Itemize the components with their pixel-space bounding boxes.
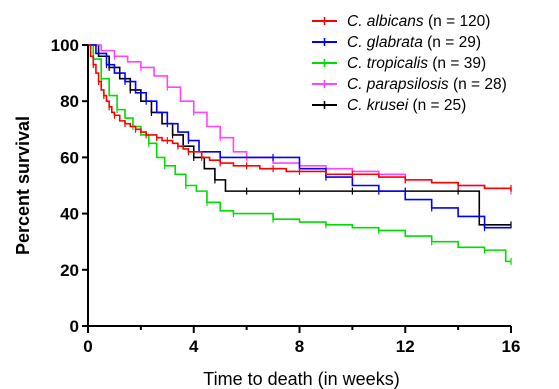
- legend-label: C. parapsilosis (n = 28): [347, 76, 507, 93]
- x-tick-label: 16: [502, 337, 521, 356]
- legend-label: C. tropicalis (n = 39): [347, 55, 486, 72]
- legend-n-count: (n = 120): [424, 13, 491, 30]
- y-tick-label: 100: [51, 36, 79, 55]
- legend-series-name: C. albicans: [347, 13, 424, 30]
- legend-n-count: (n = 25): [408, 97, 466, 114]
- legend-item-c-tropicalis: C. tropicalis (n = 39): [312, 55, 486, 72]
- legend-label: C. glabrata (n = 29): [347, 34, 481, 51]
- axes: 0 20 40 60 80 100 0 4 8 12 16: [51, 36, 521, 356]
- y-tick-label: 60: [60, 148, 79, 167]
- x-tick-label: 4: [189, 337, 199, 356]
- legend-label: C. albicans (n = 120): [347, 13, 490, 30]
- series-line-c-tropicalis: [88, 44, 511, 263]
- legend-series-name: C. glabrata: [347, 34, 423, 51]
- plot-area: [88, 44, 512, 265]
- legend-n-count: (n = 28): [449, 76, 507, 93]
- legend-n-count: (n = 29): [423, 34, 481, 51]
- legend-series-name: C. krusei: [347, 97, 409, 114]
- series-line-c-krusei: [88, 44, 511, 226]
- x-tick-label: 8: [295, 337, 304, 356]
- legend-item-c-parapsilosis: C. parapsilosis (n = 28): [312, 76, 507, 93]
- y-tick-label: 0: [70, 317, 79, 336]
- legend-item-c-krusei: C. krusei (n = 25): [312, 97, 466, 114]
- x-tick-label: 12: [396, 337, 415, 356]
- y-tick-label: 80: [60, 92, 79, 111]
- y-tick-label: 20: [60, 261, 79, 280]
- legend-item-c-albicans: C. albicans (n = 120): [312, 13, 490, 30]
- legend-n-count: (n = 39): [428, 55, 486, 72]
- legend-item-c-glabrata: C. glabrata (n = 29): [312, 34, 481, 51]
- censor-marks-c-albicans: [92, 61, 512, 192]
- x-tick-label: 0: [83, 337, 92, 356]
- legend-label: C. krusei (n = 25): [347, 97, 466, 114]
- x-axis-title: Time to death (in weeks): [203, 369, 399, 389]
- legend-series-name: C. parapsilosis: [347, 76, 449, 93]
- series-line-c-glabrata: [88, 44, 511, 229]
- legend-series-name: C. tropicalis: [347, 55, 428, 72]
- legend: C. albicans (n = 120)C. glabrata (n = 29…: [312, 13, 507, 114]
- y-tick-label: 40: [60, 205, 79, 224]
- censor-marks-c-tropicalis: [100, 75, 512, 265]
- y-axis-title: Percent survival: [13, 116, 33, 255]
